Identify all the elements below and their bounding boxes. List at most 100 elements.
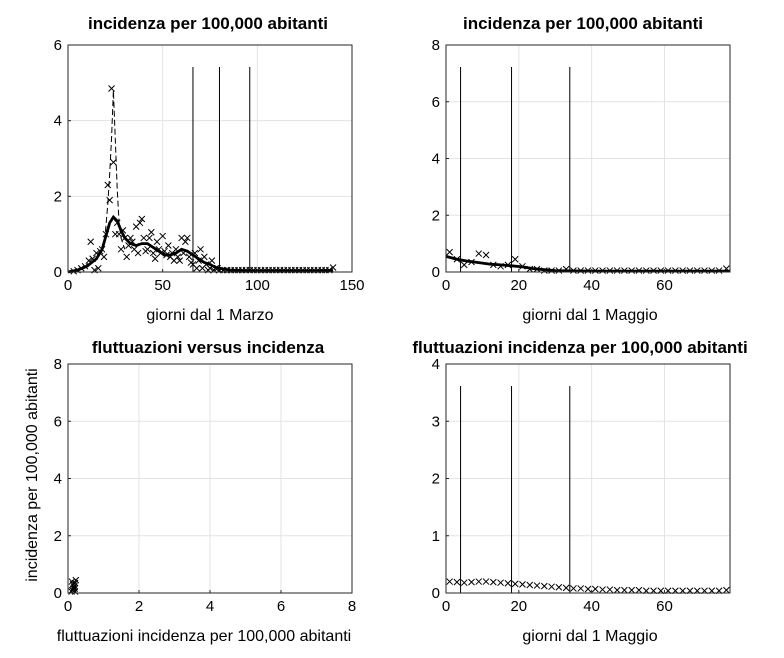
panel-2-title: incidenza per 100,000 abitanti [463,14,703,33]
data-point-marker [482,578,490,585]
data-point-marker [475,578,483,585]
data-point-marker [555,583,563,591]
panel-3-grid [67,363,353,594]
data-point-marker [72,576,80,584]
data-point-marker [176,257,184,265]
data-point-marker [613,586,621,594]
y-tick-label: 6 [54,37,62,54]
data-point-marker [164,242,172,249]
x-tick-label: 2 [135,598,143,615]
y-tick-label: 0 [54,585,62,602]
data-point-marker [562,584,570,592]
y-tick-label: 4 [54,113,62,130]
data-point-marker [104,181,112,189]
data-point-marker [136,219,144,227]
data-point-marker [144,245,151,253]
data-point-marker [71,585,79,593]
data-point-marker [628,586,636,594]
x-tick-label: 60 [656,277,673,294]
x-tick-label: 4 [206,598,214,615]
data-point-marker [635,586,643,594]
panel-4-vlines [460,386,571,593]
data-point-marker [446,248,453,256]
data-point-marker [108,85,115,92]
data-point-marker [193,264,201,272]
data-point-marker [577,585,585,592]
panel-2-grid [445,44,730,273]
panel-2-xlabel: giorni dal 1 Maggio [522,307,657,324]
x-tick-label: 60 [656,598,673,615]
panel-4-title: fluttuazioni incidenza per 100,000 abita… [412,338,747,357]
panel-3: fluttuazioni versus incidenza 0 2 4 6 8 0 2 4 6 8… [24,338,356,645]
y-tick-label: 2 [54,528,62,545]
data-point-marker [149,249,157,257]
smoothed-series-line [67,214,334,274]
data-point-marker [68,578,76,585]
y-tick-label: 2 [54,188,62,205]
data-point-marker [94,264,102,272]
data-point-marker [138,215,146,223]
y-tick-label: 2 [432,471,440,488]
data-point-marker [482,251,490,259]
data-point-marker [146,234,153,242]
data-point-marker [197,245,204,253]
data-point-marker [460,579,468,587]
data-point-marker [200,253,208,261]
data-point-marker [453,578,461,586]
data-point-marker [723,586,730,594]
y-tick-label: 3 [432,413,440,430]
panel-3-xlabel: fluttuazioni incidenza per 100,000 abita… [57,628,351,645]
y-tick-label: 0 [432,264,440,281]
panel-1-title: incidenza per 100,000 abitanti [88,14,328,33]
x-tick-label: 150 [339,277,364,294]
y-tick-label: 0 [432,585,440,602]
panel-2-vlines [460,67,571,272]
data-point-marker [446,578,453,585]
panel-3-ticks: 0 2 4 6 8 0 2 4 6 8 [54,356,357,615]
data-point-marker [460,261,468,269]
x-tick-label: 50 [154,277,171,294]
y-tick-label: 8 [432,37,440,54]
data-point-marker [540,582,548,590]
y-tick-label: 6 [54,413,62,430]
data-point-marker [140,234,148,242]
panel-1-frame [67,44,353,273]
y-tick-label: 4 [432,151,440,168]
panel-2-series [445,248,730,274]
panel-4-series [446,578,730,595]
data-point-marker [599,586,606,593]
panel-2: incidenza per 100,000 abitanti 0 20 40 60 0 2… [432,14,731,324]
y-tick-label: 8 [54,356,62,373]
data-point-marker [519,581,526,588]
x-tick-label: 0 [64,277,72,294]
data-point-marker [548,583,555,591]
x-tick-label: 40 [583,277,600,294]
y-tick-label: 1 [432,528,440,545]
data-point-marker [208,257,216,265]
data-point-marker [526,581,534,589]
panel-3-ylabel: incidenza per 100,000 abitanti [24,368,41,582]
x-tick-label: 0 [442,277,450,294]
data-point-marker [153,238,161,246]
panel-4-xlabel: giorni dal 1 Maggio [522,628,657,645]
data-point-marker [606,586,614,593]
smoothed-series-line [445,255,730,273]
panel-1: incidenza per 100,000 abitanti 0 50 100 150… [54,14,365,324]
panel-1-ticks: 0 50 100 150 0 2 4 6 [54,37,365,294]
x-tick-label: 100 [245,277,270,294]
dashed-series-line [101,90,126,250]
data-point-marker [621,586,628,594]
x-tick-label: 0 [64,598,72,615]
x-tick-label: 0 [442,598,450,615]
panel-1-vlines [192,67,251,272]
data-point-marker [159,232,167,240]
data-point-marker [497,579,504,587]
panel-4-ticks: 0 20 40 60 0 1 2 3 4 [432,356,673,615]
data-point-marker [70,583,78,591]
panel-1-xlabel: giorni dal 1 Marzo [146,307,273,324]
y-tick-label: 6 [432,94,440,111]
data-point-marker [174,253,182,261]
data-point-marker [511,580,519,588]
data-point-marker [475,250,483,257]
